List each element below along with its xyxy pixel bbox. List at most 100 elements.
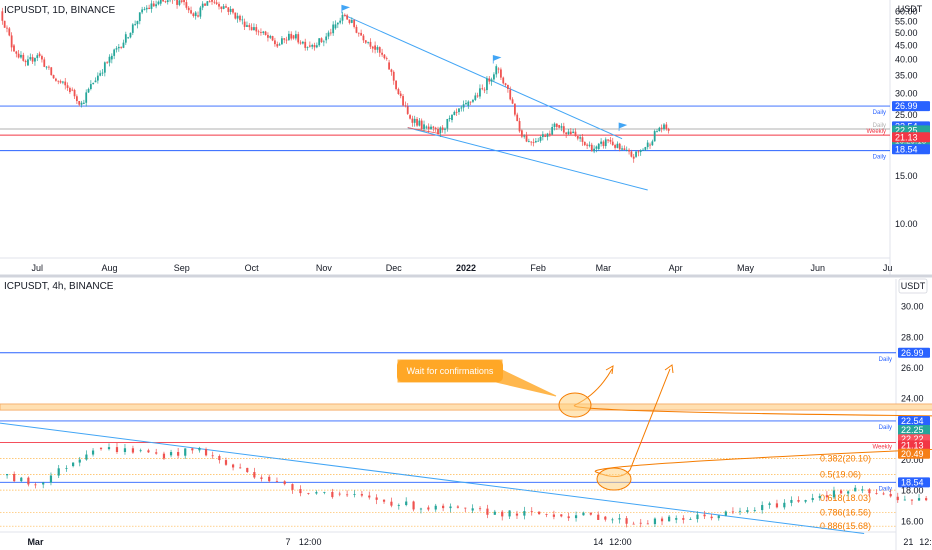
candles — [1, 0, 670, 163]
level-label: Weekly — [866, 129, 886, 135]
candle-body — [294, 34, 297, 39]
candle-body — [667, 128, 670, 131]
candle-body — [646, 142, 649, 148]
candle-body — [572, 131, 575, 134]
candle-body — [322, 41, 325, 43]
candle-body — [665, 124, 668, 129]
candle-body — [562, 126, 565, 133]
candle-body — [478, 508, 482, 510]
x-tick-label: 12:00 — [609, 537, 632, 547]
candle-body — [597, 514, 600, 520]
candle-body — [62, 81, 64, 83]
candle-body — [10, 35, 13, 48]
candle-body — [552, 514, 556, 517]
candle-body — [614, 145, 616, 148]
candle-body — [495, 66, 498, 75]
candle-body — [458, 108, 460, 113]
chart-title: ICPUSDT, 1D, BINANCE — [4, 5, 115, 16]
candle-body — [374, 45, 377, 50]
candle-body — [618, 143, 621, 150]
candle-body — [444, 128, 446, 130]
candle-body — [85, 92, 88, 103]
candle-body — [368, 495, 371, 498]
candle-body — [604, 516, 607, 520]
candle-body — [20, 477, 23, 482]
candle-body — [274, 40, 276, 45]
candle-body — [260, 32, 262, 33]
candle-body — [839, 490, 843, 494]
candle-body — [176, 0, 178, 5]
candle-body — [539, 136, 542, 141]
candle-body — [761, 505, 764, 511]
price-tag — [898, 415, 930, 426]
candle-body — [17, 53, 20, 58]
candle-body — [262, 31, 265, 33]
candle-body — [204, 3, 206, 6]
candle-body — [609, 139, 612, 142]
candle-body — [206, 1, 209, 6]
candle-body — [582, 512, 585, 516]
candle-body — [50, 67, 53, 76]
candle-body — [157, 1, 160, 5]
price-tag — [898, 477, 930, 488]
candle-body — [89, 84, 92, 89]
candle-body — [818, 495, 821, 499]
candle-body — [64, 81, 67, 86]
candle-body — [339, 20, 342, 23]
y-tick-label: 24.00 — [901, 394, 924, 404]
y-tick-label: 15.00 — [895, 171, 918, 181]
candle-body — [513, 103, 516, 115]
flag-marker — [341, 4, 351, 14]
candle-body — [441, 127, 444, 130]
price-tag-label: 20.49 — [901, 449, 924, 459]
candle-body — [586, 144, 589, 146]
candle-body — [597, 143, 600, 149]
candle-body — [301, 41, 304, 44]
candle-body — [419, 508, 423, 510]
candle-body — [635, 151, 637, 157]
bullish-scenario-arrow — [573, 368, 932, 417]
x-tick-label: Aug — [101, 263, 117, 273]
candle-body — [362, 35, 365, 41]
candle-body — [291, 484, 294, 490]
candles — [5, 442, 928, 528]
candle-body — [738, 510, 742, 512]
candle-body — [27, 477, 30, 485]
candle-body — [642, 149, 644, 151]
candle-body — [215, 2, 218, 4]
candle-body — [213, 1, 216, 3]
price-tag — [898, 347, 930, 358]
callout-text: Wait for confirmations — [407, 366, 494, 376]
candle-body — [82, 102, 85, 104]
candle-body — [141, 9, 144, 13]
candle-body — [925, 498, 928, 501]
candle-body — [451, 114, 453, 121]
candle-body — [402, 96, 404, 106]
candle-body — [150, 3, 153, 9]
candle-body — [92, 82, 95, 85]
candle-body — [371, 46, 374, 49]
candle-body — [385, 58, 388, 59]
candle-body — [283, 38, 286, 40]
candle-body — [355, 26, 358, 33]
candle-body — [24, 60, 27, 63]
candle-body — [239, 15, 241, 21]
price-tag-label: 22.54 — [901, 416, 924, 426]
candle-body — [246, 25, 248, 27]
flag-marker — [618, 122, 628, 132]
candle-body — [350, 20, 353, 23]
candle-body — [660, 127, 663, 129]
candle-body — [501, 511, 504, 517]
candle-body — [315, 45, 318, 48]
candle-body — [42, 482, 45, 485]
candle-body — [493, 74, 495, 80]
candle-body — [583, 141, 586, 146]
candle-body — [269, 36, 272, 38]
candle-body — [565, 132, 568, 135]
candle-body — [896, 496, 899, 501]
candle-body — [159, 0, 162, 4]
candle-body — [717, 515, 720, 519]
candle-body — [304, 41, 307, 48]
candle-body — [20, 54, 22, 58]
candle-body — [332, 24, 335, 34]
